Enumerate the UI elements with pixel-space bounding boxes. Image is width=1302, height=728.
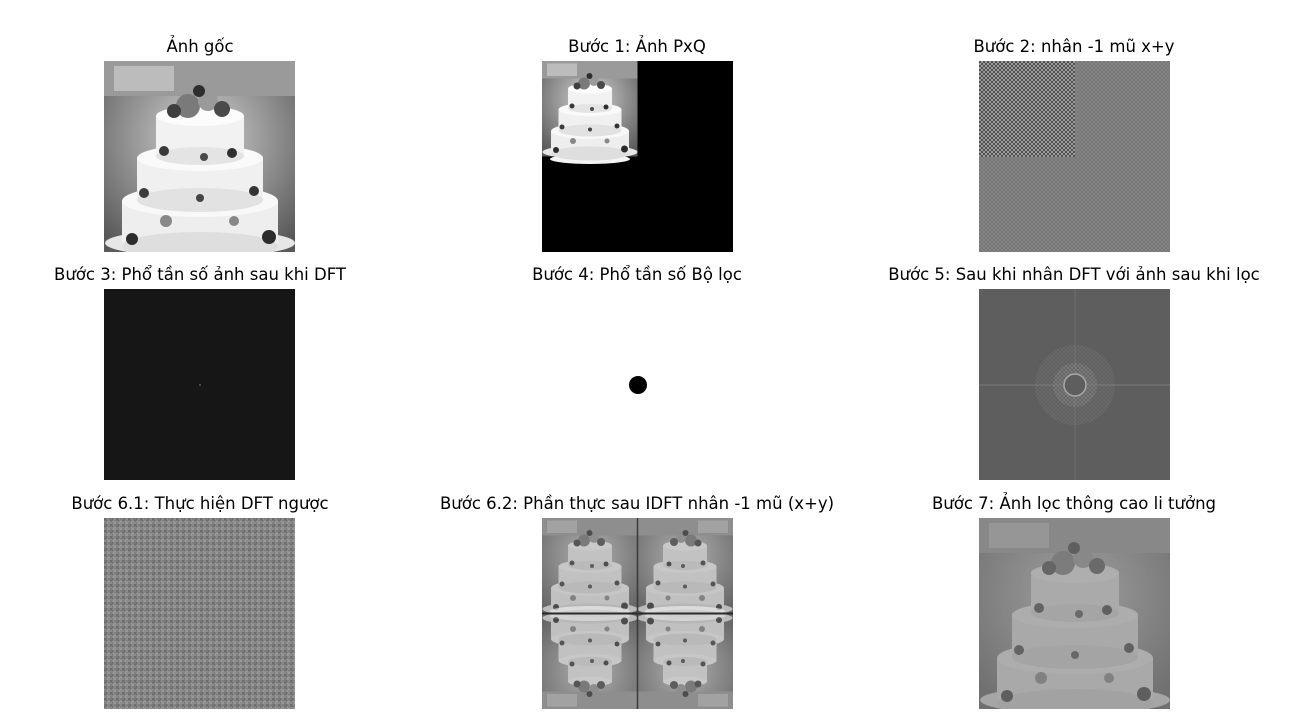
panel-title-original: Ảnh gốc — [166, 37, 234, 56]
checkerboard-image — [979, 61, 1170, 252]
panel-title-step3: Bước 3: Phổ tần số ảnh sau khi DFT — [54, 265, 346, 284]
panel-title-step6-2: Bước 6.2: Phần thực sau IDFT nhân -1 mũ … — [439, 494, 835, 513]
panel-title-step2: Bước 2: nhân -1 mũ x+y — [973, 37, 1175, 56]
padded-cake-image — [542, 61, 733, 252]
mirrored-cake-image — [542, 518, 733, 709]
inverse-dft-noise-image — [104, 518, 295, 709]
filtered-spectrum-image — [979, 289, 1170, 480]
panel-title-step4: Bước 4: Phổ tần số Bộ lọc — [532, 265, 742, 284]
highpass-cake-image — [979, 518, 1170, 709]
panel-title-step6-1: Bước 6.1: Thực hiện DFT ngược — [71, 494, 329, 513]
original-cake-image — [104, 61, 295, 252]
panel-title-step1: Bước 1: Ảnh PxQ — [568, 37, 706, 56]
dark-spectrum-image — [104, 289, 295, 480]
filter-disk-image — [542, 289, 733, 480]
panel-title-step7: Bước 7: Ảnh lọc thông cao li tưởng — [931, 494, 1217, 513]
panel-title-step5: Bước 5: Sau khi nhân DFT với ảnh sau khi… — [888, 265, 1260, 284]
